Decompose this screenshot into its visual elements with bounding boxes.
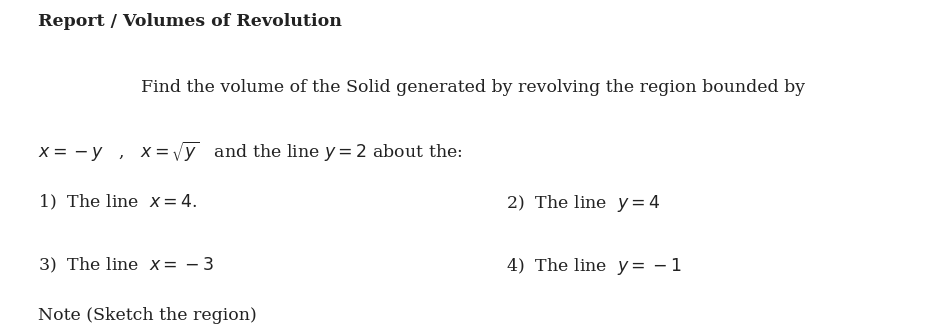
Text: Find the volume of the Solid generated by revolving the region bounded by: Find the volume of the Solid generated b… [141,79,805,96]
Text: 3)  The line  $x = -3$: 3) The line $x = -3$ [38,256,214,275]
Text: $x = -y$   ,   $x = \sqrt{y}$   and the line $y = 2$ about the:: $x = -y$ , $x = \sqrt{y}$ and the line $… [38,140,463,164]
Text: Report / Volumes of Revolution: Report / Volumes of Revolution [38,13,342,30]
Text: 2)  The line  $y = 4$: 2) The line $y = 4$ [506,193,660,214]
Text: 4)  The line  $y = -1$: 4) The line $y = -1$ [506,256,681,277]
Text: Note (Sketch the region): Note (Sketch the region) [38,307,256,324]
Text: 1)  The line  $x = 4$.: 1) The line $x = 4$. [38,193,198,212]
